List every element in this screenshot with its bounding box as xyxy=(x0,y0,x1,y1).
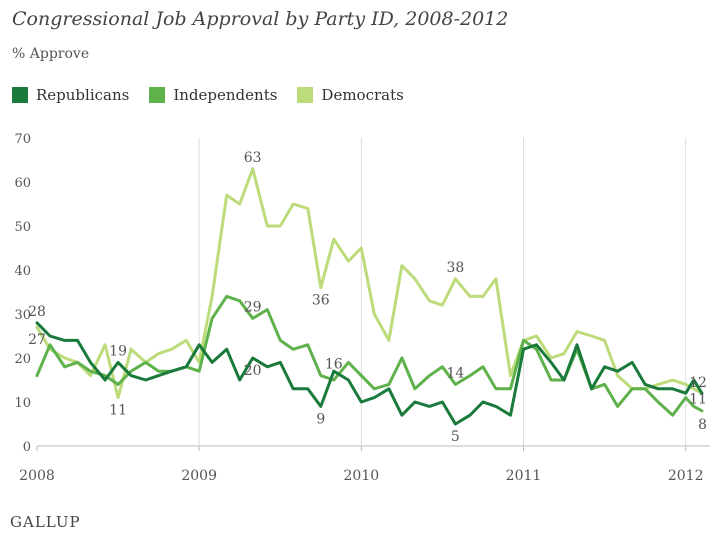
data-label-1: 27 xyxy=(28,332,46,348)
series-line-republicans xyxy=(35,321,704,426)
x-tick-label-2008: 2008 xyxy=(19,468,55,484)
legend-swatch-democrats xyxy=(297,87,314,103)
legend-swatch-independents xyxy=(149,87,166,103)
x-tick-label-2012: 2012 xyxy=(668,468,704,484)
data-label-2: 19 xyxy=(109,343,127,359)
y-tick-label-50: 50 xyxy=(14,220,31,235)
data-label-13: 12 xyxy=(689,375,707,391)
data-label-6: 20 xyxy=(244,363,262,379)
legend-label-democrats: Democrats xyxy=(321,86,404,104)
y-tick-label-0: 0 xyxy=(23,440,31,455)
data-label-5: 29 xyxy=(244,299,262,315)
data-label-10: 38 xyxy=(446,260,464,276)
data-label-14: 11 xyxy=(689,392,707,408)
series-line-democrats xyxy=(35,167,704,400)
legend-item-independents: Independents xyxy=(149,86,277,104)
data-label-11: 14 xyxy=(446,365,464,381)
data-label-8: 16 xyxy=(325,357,343,373)
data-label-15: 8 xyxy=(698,417,707,433)
chart-legend: Republicans Independents Democrats xyxy=(12,86,404,104)
y-tick-label-30: 30 xyxy=(14,308,31,323)
series-line-independents xyxy=(35,294,704,417)
data-label-3: 11 xyxy=(109,403,127,419)
y-axis-label: % Approve xyxy=(12,46,90,62)
y-tick-label-10: 10 xyxy=(14,396,31,411)
y-tick-label-20: 20 xyxy=(14,352,31,367)
data-label-0: 28 xyxy=(28,304,46,320)
x-tick-label-2011: 2011 xyxy=(506,468,542,484)
legend-item-democrats: Democrats xyxy=(297,86,404,104)
gallup-logo: GALLUP xyxy=(10,513,81,531)
x-tick-label-2010: 2010 xyxy=(344,468,380,484)
legend-swatch-republicans xyxy=(12,87,28,103)
y-tick-label-70: 70 xyxy=(14,132,31,147)
data-label-4: 63 xyxy=(244,150,262,166)
legend-label-independents: Independents xyxy=(173,86,278,104)
data-label-12: 5 xyxy=(451,429,460,445)
legend-item-republicans: Republicans xyxy=(12,86,129,104)
chart-title: Congressional Job Approval by Party ID, … xyxy=(12,8,509,30)
data-label-9: 9 xyxy=(316,411,325,427)
data-label-7: 36 xyxy=(312,293,330,309)
x-tick-label-2009: 2009 xyxy=(181,468,217,484)
y-tick-label-60: 60 xyxy=(14,176,31,191)
legend-label-republicans: Republicans xyxy=(36,86,130,104)
y-tick-label-40: 40 xyxy=(14,264,31,279)
